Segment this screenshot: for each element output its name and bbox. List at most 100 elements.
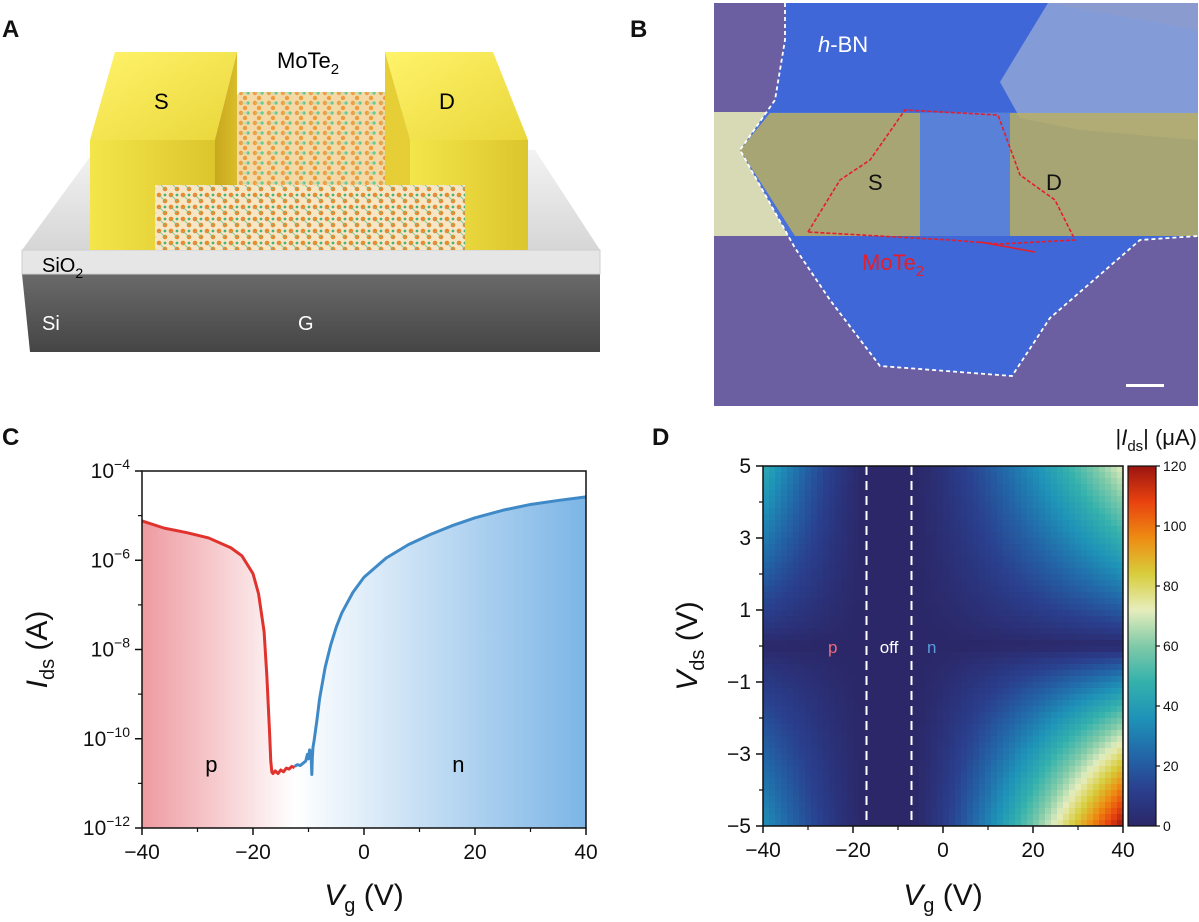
heatmap-cell	[805, 724, 812, 731]
heatmap-cell	[985, 784, 992, 791]
heatmap-cell	[889, 580, 896, 587]
heatmap-cell	[781, 610, 788, 617]
heatmap-cell	[889, 658, 896, 665]
heatmap-cell	[895, 706, 902, 713]
heatmap-cell	[985, 592, 992, 599]
heatmap-cell	[925, 694, 932, 701]
heatmap-cell	[925, 796, 932, 803]
heatmap-cell	[817, 646, 824, 653]
heatmap-cell	[1027, 580, 1034, 587]
heatmap-cell	[973, 808, 980, 815]
heatmap-cell	[943, 490, 950, 497]
heatmap-cell	[1117, 562, 1123, 569]
heatmap-cell	[985, 724, 992, 731]
heatmap-cell	[889, 664, 896, 671]
heatmap-cell	[979, 616, 986, 623]
heatmap-cell	[781, 568, 788, 575]
heatmap-cell	[841, 508, 848, 515]
heatmap-cell	[811, 514, 818, 521]
heatmap-cell	[1111, 820, 1118, 826]
heatmap-cell	[955, 472, 962, 479]
heatmap-cell	[931, 718, 938, 725]
heatmap-cell	[1045, 814, 1052, 821]
heatmap-cell	[1021, 604, 1028, 611]
heatmap-cell	[865, 820, 872, 826]
heatmap-cell	[865, 814, 872, 821]
heatmap-cell	[979, 682, 986, 689]
heatmap-cell	[949, 640, 956, 647]
heatmap-cell	[805, 670, 812, 677]
heatmap-cell	[877, 568, 884, 575]
heatmap-cell	[763, 496, 770, 503]
heatmap-cell	[775, 520, 782, 527]
heatmap-cell	[865, 604, 872, 611]
heatmap-cell	[1003, 748, 1010, 755]
heatmap-cell	[889, 562, 896, 569]
drain-electrode-top	[385, 52, 528, 140]
heatmap-cell	[967, 694, 974, 701]
heatmap-cell	[979, 550, 986, 557]
heatmap-cell	[1045, 634, 1052, 641]
heatmap-cell	[913, 466, 920, 473]
heatmap-cell	[835, 766, 842, 773]
heatmap-cell	[1003, 628, 1010, 635]
heatmap-cell	[967, 616, 974, 623]
heatmap-cell	[1105, 556, 1112, 563]
x-tick-label-c: 0	[358, 841, 370, 864]
heatmap-cell	[1063, 700, 1070, 707]
heatmap-cell	[853, 730, 860, 737]
heatmap-cell	[805, 808, 812, 815]
heatmap-cell	[841, 706, 848, 713]
heatmap-cell	[877, 538, 884, 545]
heatmap-cell	[913, 790, 920, 797]
heatmap-cell	[1093, 502, 1100, 509]
heatmap-cell	[1069, 544, 1076, 551]
heatmap-cell	[1087, 808, 1094, 815]
heatmap-cell	[829, 634, 836, 641]
heatmap-cell	[763, 760, 770, 767]
heatmap-cell	[871, 508, 878, 515]
heatmap-cell	[793, 628, 800, 635]
heatmap-cell	[901, 688, 908, 695]
heatmap-cell	[793, 586, 800, 593]
heatmap-cell	[1087, 580, 1094, 587]
heatmap-cell	[1027, 712, 1034, 719]
heatmap-cell	[817, 670, 824, 677]
heatmap-cell	[1093, 748, 1100, 755]
heatmap-cell	[1045, 526, 1052, 533]
heatmap-cell	[937, 544, 944, 551]
heatmap-cell	[913, 514, 920, 521]
heatmap-cell	[787, 472, 794, 479]
heatmap-cell	[799, 508, 806, 515]
heatmap-cell	[901, 652, 908, 659]
heatmap-cell	[1105, 658, 1112, 665]
heatmap-cell	[853, 736, 860, 743]
heatmap-cell	[991, 646, 998, 653]
heatmap-cell	[877, 796, 884, 803]
heatmap-cell	[973, 730, 980, 737]
heatmap-cell	[949, 820, 956, 826]
heatmap-cell	[1045, 562, 1052, 569]
heatmap-cell	[793, 640, 800, 647]
heatmap-cell	[943, 514, 950, 521]
heatmap-cell	[775, 466, 782, 473]
heatmap-cell	[1069, 676, 1076, 683]
heatmap-cell	[1093, 604, 1100, 611]
heatmap-cell	[1111, 580, 1118, 587]
heatmap-cell	[787, 820, 794, 826]
heatmap-cell	[877, 526, 884, 533]
heatmap-cell	[973, 478, 980, 485]
heatmap-cell	[793, 742, 800, 749]
heatmap-cell	[829, 604, 836, 611]
heatmap-cell	[817, 706, 824, 713]
heatmap-cell	[859, 694, 866, 701]
heatmap-cell	[799, 580, 806, 587]
heatmap-cell	[1009, 586, 1016, 593]
heatmap-cell	[781, 622, 788, 629]
heatmap-cell	[1081, 502, 1088, 509]
heatmap-cell	[1003, 604, 1010, 611]
heatmap-cell	[955, 520, 962, 527]
heatmap-cell	[1099, 724, 1106, 731]
heatmap-cell	[811, 472, 818, 479]
heatmap-cell	[769, 490, 776, 497]
